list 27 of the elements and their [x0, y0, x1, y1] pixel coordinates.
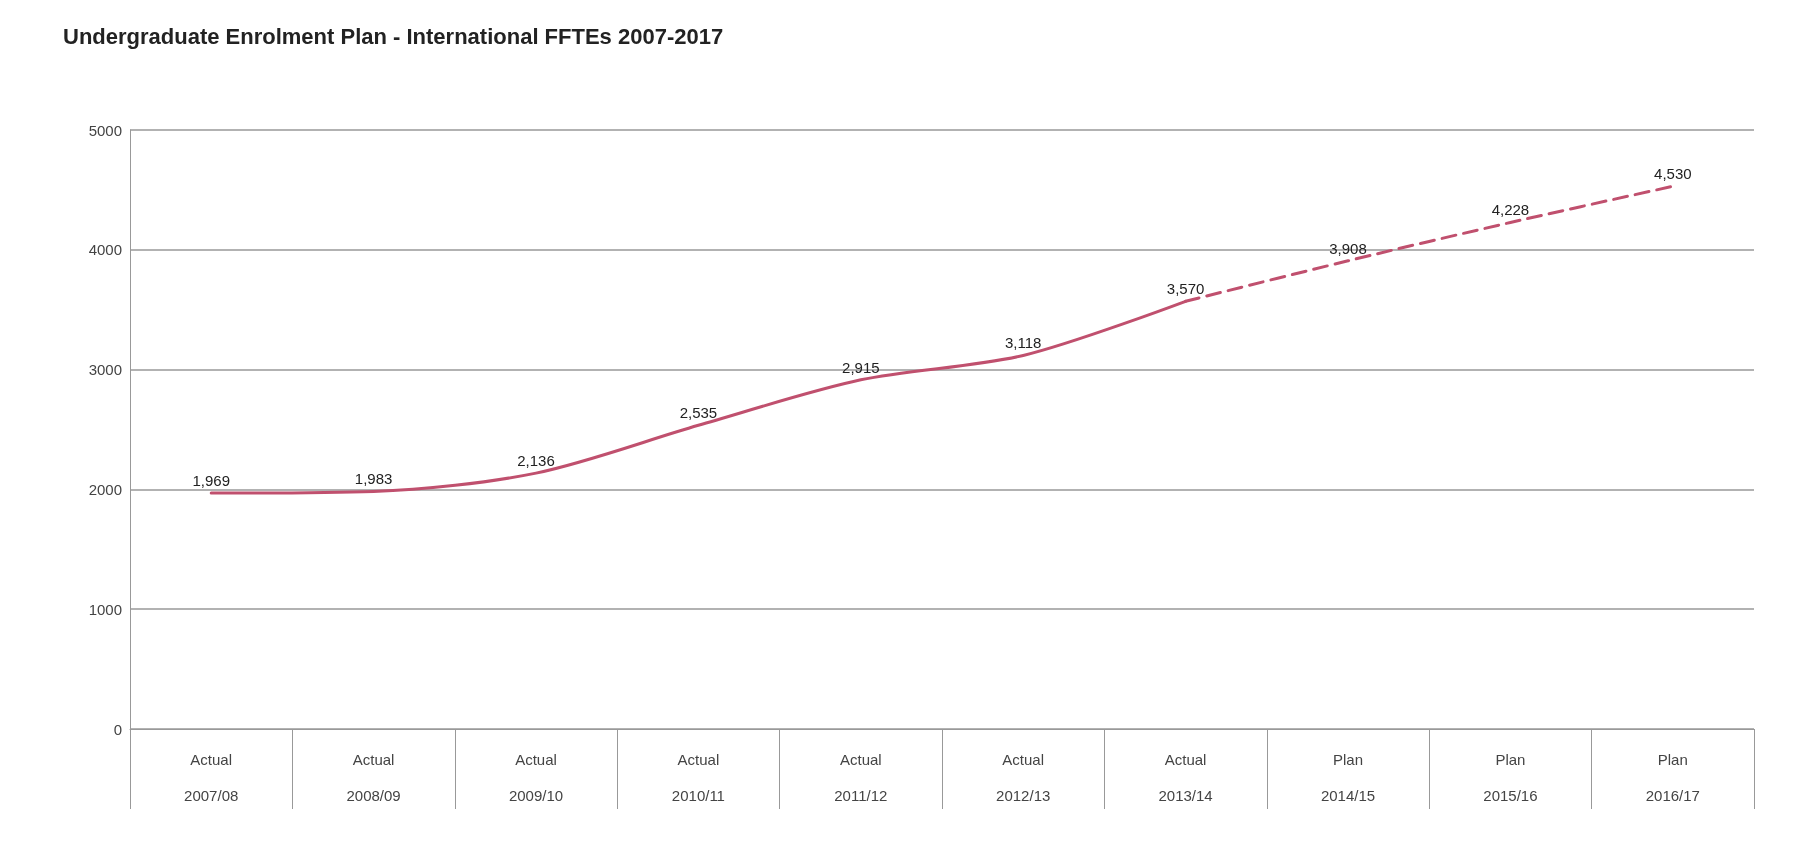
data-label: 2,915	[842, 358, 880, 376]
y-tick-label: 0	[113, 720, 122, 738]
data-label: 3,570	[1166, 280, 1205, 298]
category-label: Actual 2009/10	[508, 750, 564, 804]
chart-title: Undergraduate Enrolment Plan - International FFTEs 2007-2017	[63, 23, 724, 49]
category-label: Actual 2008/09	[346, 750, 401, 804]
y-tick-label: 2000	[88, 480, 122, 498]
y-tick-label: 4000	[88, 241, 122, 259]
category-label: Actual 2011/12	[834, 750, 888, 804]
data-label: 3,908	[1329, 239, 1367, 257]
category-label: Actual 2012/13	[996, 750, 1051, 804]
category-label: Actual 2013/14	[1158, 750, 1213, 804]
data-label: 1,969	[192, 472, 230, 490]
data-label: 2,535	[679, 404, 718, 422]
category-label: Actual 2007/08	[184, 750, 239, 804]
y-tick-label: 5000	[88, 121, 122, 139]
data-label: 4,228	[1491, 201, 1530, 219]
data-label: 3,118	[1004, 334, 1042, 352]
y-tick-label: 1000	[88, 600, 122, 618]
category-label: Plan 2016/17	[1645, 750, 1700, 804]
category-label: Plan 2014/15	[1320, 750, 1376, 804]
data-label: 1,983	[354, 470, 393, 488]
data-label: 2,136	[517, 452, 555, 470]
category-label: Actual 2010/11	[671, 750, 725, 804]
data-label: 4,530	[1654, 165, 1692, 183]
category-label: Plan 2015/16	[1483, 750, 1538, 804]
y-tick-label: 3000	[88, 361, 122, 379]
